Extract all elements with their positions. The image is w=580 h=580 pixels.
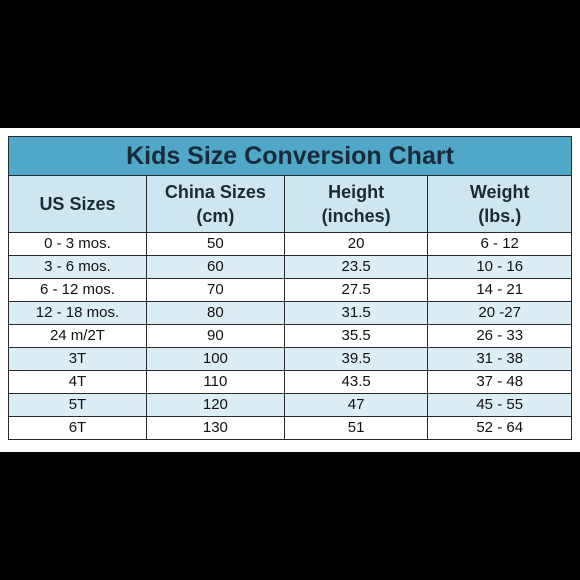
table-row: 3T 100 39.5 31 - 38: [8, 347, 572, 371]
china-size-cell: 60: [145, 255, 285, 279]
table-row: 12 - 18 mos. 80 31.5 20 -27: [8, 301, 572, 325]
table-row: 6 - 12 mos. 70 27.5 14 - 21: [8, 278, 572, 302]
table-row: 6T 130 51 52 - 64: [8, 416, 572, 440]
us-size-cell: 0 - 3 mos.: [8, 232, 147, 256]
table-row: 24 m/2T 90 35.5 26 - 33: [8, 324, 572, 348]
weight-cell: 31 - 38: [427, 347, 572, 371]
header-china-sizes: China Sizes (cm): [145, 175, 285, 233]
header-label: Height: [328, 182, 385, 202]
header-label: Weight: [469, 182, 530, 202]
height-cell: 31.5: [283, 301, 429, 325]
china-size-cell: 90: [145, 324, 285, 348]
us-size-cell: 3T: [8, 347, 147, 371]
size-conversion-table: Kids Size Conversion Chart US Sizes Chin…: [8, 136, 572, 440]
china-size-cell: 50: [145, 232, 285, 256]
weight-cell: 52 - 64: [427, 416, 572, 440]
weight-cell: 20 -27: [427, 301, 572, 325]
weight-cell: 6 - 12: [427, 232, 572, 256]
table-row: 5T 120 47 45 - 55: [8, 393, 572, 417]
table-row: 3 - 6 mos. 60 23.5 10 - 16: [8, 255, 572, 279]
chart-frame: Kids Size Conversion Chart US Sizes Chin…: [0, 128, 580, 452]
header-row: US Sizes China Sizes (cm) Height (inches…: [8, 175, 572, 233]
height-cell: 47: [283, 393, 429, 417]
header-unit: (cm): [196, 206, 235, 226]
header-us-sizes: US Sizes: [8, 175, 147, 233]
weight-cell: 26 - 33: [427, 324, 572, 348]
china-size-cell: 120: [145, 393, 285, 417]
height-cell: 23.5: [283, 255, 429, 279]
us-size-cell: 24 m/2T: [8, 324, 147, 348]
height-cell: 43.5: [283, 370, 429, 394]
height-cell: 35.5: [283, 324, 429, 348]
header-height: Height (inches): [283, 175, 429, 233]
height-cell: 51: [283, 416, 429, 440]
us-size-cell: 4T: [8, 370, 147, 394]
height-cell: 20: [283, 232, 429, 256]
us-size-cell: 6T: [8, 416, 147, 440]
us-size-cell: 6 - 12 mos.: [8, 278, 147, 302]
height-cell: 39.5: [283, 347, 429, 371]
us-size-cell: 3 - 6 mos.: [8, 255, 147, 279]
table-title: Kids Size Conversion Chart: [8, 136, 572, 176]
header-label: US Sizes: [39, 194, 116, 214]
china-size-cell: 100: [145, 347, 285, 371]
china-size-cell: 70: [145, 278, 285, 302]
header-weight: Weight (lbs.): [427, 175, 572, 233]
header-unit: (inches): [321, 206, 391, 226]
us-size-cell: 12 - 18 mos.: [8, 301, 147, 325]
header-unit: (lbs.): [478, 206, 522, 226]
table-row: 0 - 3 mos. 50 20 6 - 12: [8, 232, 572, 256]
weight-cell: 37 - 48: [427, 370, 572, 394]
height-cell: 27.5: [283, 278, 429, 302]
weight-cell: 45 - 55: [427, 393, 572, 417]
weight-cell: 10 - 16: [427, 255, 572, 279]
china-size-cell: 110: [145, 370, 285, 394]
us-size-cell: 5T: [8, 393, 147, 417]
weight-cell: 14 - 21: [427, 278, 572, 302]
china-size-cell: 80: [145, 301, 285, 325]
china-size-cell: 130: [145, 416, 285, 440]
header-label: China Sizes: [164, 182, 266, 202]
table-row: 4T 110 43.5 37 - 48: [8, 370, 572, 394]
